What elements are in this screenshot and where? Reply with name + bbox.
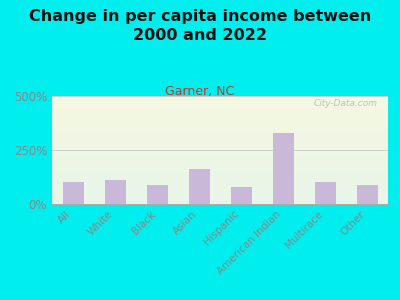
Bar <box>314 182 336 204</box>
Text: City-Data.com: City-Data.com <box>314 99 378 108</box>
Bar <box>104 180 126 204</box>
Bar <box>356 184 378 204</box>
Text: Change in per capita income between
2000 and 2022: Change in per capita income between 2000… <box>29 9 371 43</box>
Bar <box>230 187 252 204</box>
Bar <box>146 185 168 204</box>
Bar <box>188 169 210 204</box>
Bar <box>62 182 84 204</box>
Bar <box>272 133 294 204</box>
Text: Garner, NC: Garner, NC <box>165 85 235 98</box>
